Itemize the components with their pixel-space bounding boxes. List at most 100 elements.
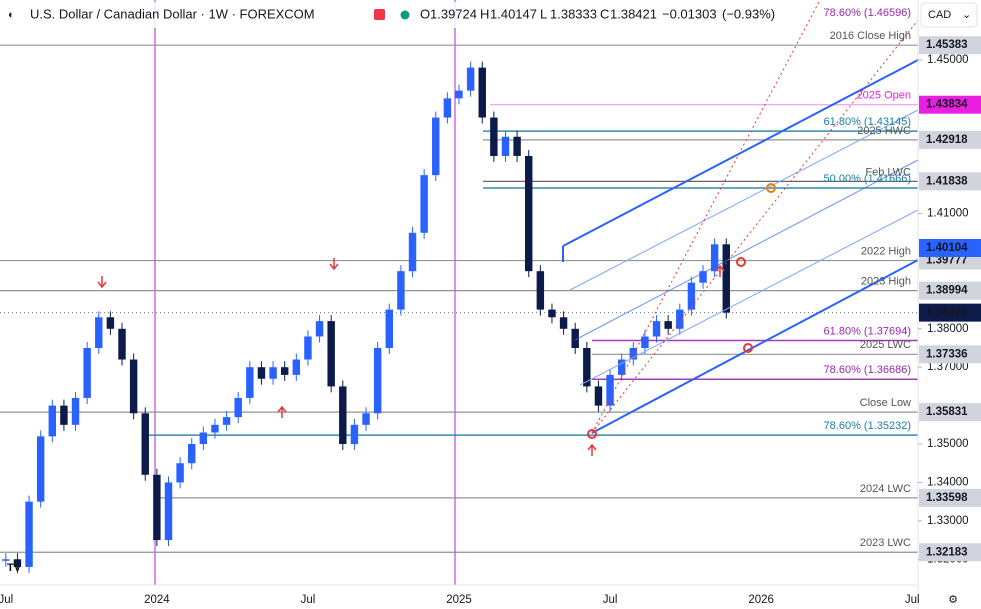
candle-body [397,271,405,310]
currency-button[interactable] [920,2,978,28]
candle-body [513,136,521,156]
candle-body [455,90,463,99]
pivot-marker [743,343,753,353]
candle-body [559,317,568,329]
candle-body [234,397,242,418]
tv-logo: TV [7,562,22,574]
candle-body [606,374,614,406]
ohlc-value: 1.38333 [550,6,597,21]
change-pct: (−0.93%) [722,6,775,21]
level-label: 2025 Open [857,90,911,102]
pivot-marker [736,257,746,267]
candle-body [280,367,289,375]
price-tag [919,488,981,507]
change: −0.01303 [662,6,717,21]
candle-body [257,367,266,379]
ohlc-value: 1.40147 [490,6,537,21]
x-tick-label: 2026 [748,594,774,606]
price-tag-label: 1.42918 [926,134,968,146]
flag[interactable] [374,9,385,20]
level-label: 2023 High [861,276,911,288]
dropdown-caret: ⌄ [962,9,971,21]
symbol-title: U.S. Dollar / Canadian Dollar · 1W · FOR… [30,6,315,21]
y-tick-label: 1.33000 [927,515,969,527]
plot-area [0,0,918,585]
last-price-label: 1.38421 [926,307,968,319]
level-label: Close Low [860,397,911,409]
ohlc-key: H [480,6,489,21]
price-tag [919,130,981,149]
price-tag-label: 1.45383 [926,39,968,51]
candle-body [466,67,475,91]
price-tag-label: 1.32183 [926,546,968,558]
candle-body [222,417,231,425]
axes: Jul 2024 Jul 2025 Jul 2026 Jul 1.45000 1.41000 1.… [0,36,981,606]
candle-body [420,175,428,233]
price-tag [919,172,981,191]
ohlc-key: L [540,6,547,21]
level-label: 50.00% (1.41666) [824,173,911,185]
candle-body [327,321,335,387]
candle-body [315,321,324,337]
y-tick-label: 1.34000 [927,476,969,488]
candle-body [594,386,603,406]
price-tag-label: 1.39777 [926,255,968,267]
candle-body [583,348,591,387]
ohlc-key: C [600,6,609,21]
candle-body [60,405,68,425]
candle-body [676,309,684,329]
arrow-down [329,258,339,271]
currency: CAD [928,9,951,21]
logo: ◐ [8,9,15,21]
candle-body [652,321,661,337]
candle-body [153,474,161,541]
level-label: 2016 Close High [830,30,911,42]
level-label: 2025 HWC [857,125,911,137]
candle-body [118,328,126,360]
candle-body [525,155,533,272]
candle-body [129,359,138,414]
ohlc-key: O [420,6,430,21]
candle-body [339,386,347,445]
last-price-tag [919,303,981,322]
market-status [400,10,410,20]
candle-body [25,501,33,567]
candle-body [71,397,80,425]
candle-body [176,463,184,483]
x-tick-label: 2025 [446,594,472,606]
price-tag-label: 1.37336 [926,348,968,360]
candle-body [95,317,103,349]
x-tick-label: Jul [905,594,920,606]
x-tick-label: 2024 [144,594,170,606]
candle-body [548,309,556,318]
candle-body [443,98,452,118]
candle-body [687,282,696,310]
ma-tag-label: 1.40104 [926,242,968,254]
arrow-down [97,276,107,289]
level-label: 2024 LWC [860,483,911,495]
candle-body [478,67,486,118]
pivot-marker [766,183,776,193]
channel-upper [562,59,919,247]
price-tag-label: 1.35831 [926,406,968,418]
ma-tag [919,238,981,257]
level-label: 61.80% (1.43145) [824,116,911,128]
y-tick-label: 1.45000 [927,54,969,66]
candle-body [536,271,545,310]
candle-body [617,359,626,375]
overlay: 78.60% (1.46596) 2016 Close High 2025 Open… [97,0,919,549]
settings-icon[interactable]: ⚙ [948,594,958,606]
y-tick-label: 1.37000 [927,361,969,373]
ohlc-value: 1.39724 [430,6,477,21]
y-tick-label: 1.35000 [927,438,969,450]
level-label: 78.60% (1.46596) [824,7,911,19]
candle-body [106,317,115,329]
candle-body [408,232,417,272]
time-axis [0,585,918,609]
candle-body [36,436,45,502]
candle-body [211,424,219,433]
arrow-up [715,264,725,277]
candle-body [490,117,498,156]
